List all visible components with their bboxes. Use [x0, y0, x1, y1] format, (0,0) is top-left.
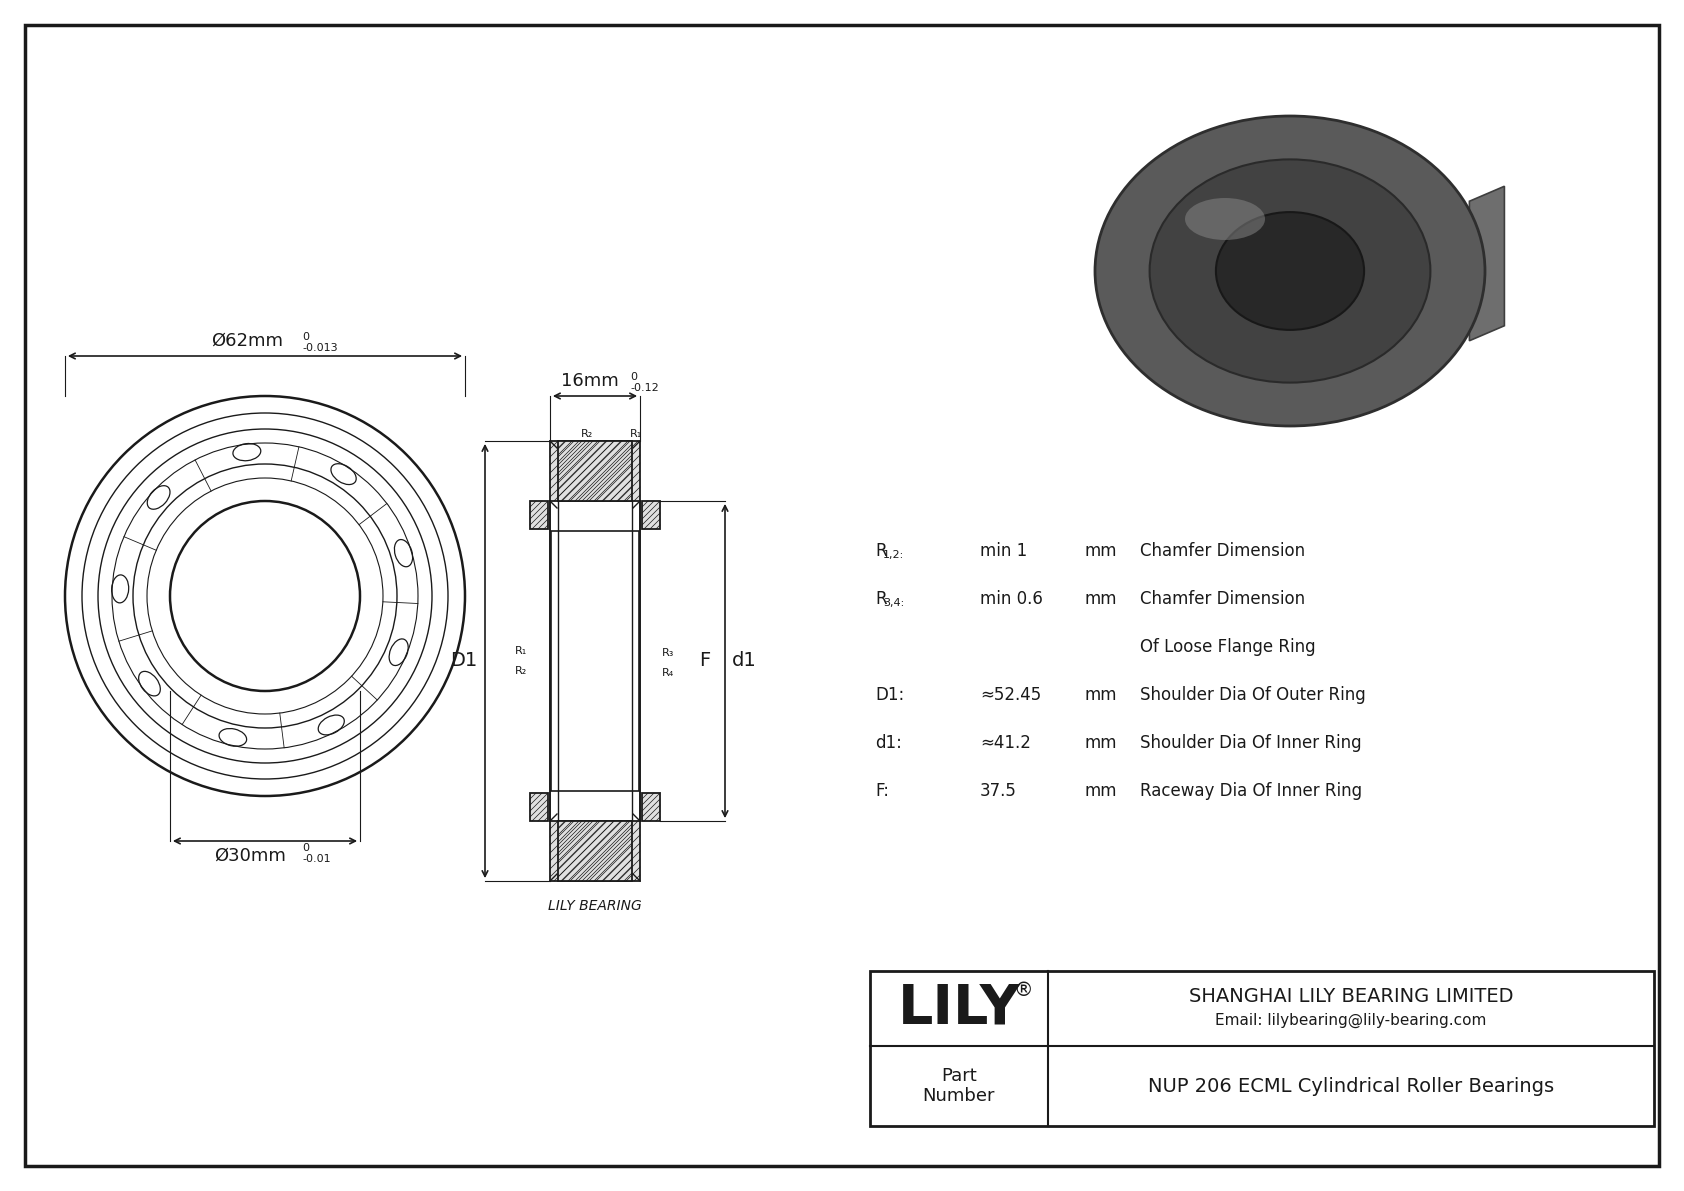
- Text: Part
Number: Part Number: [923, 1067, 995, 1105]
- Text: R₄: R₄: [662, 668, 674, 678]
- Bar: [530, 793, 547, 821]
- Text: 16mm: 16mm: [561, 372, 620, 389]
- Text: 1,2:: 1,2:: [882, 550, 904, 560]
- Text: 0: 0: [301, 843, 308, 853]
- Text: Raceway Dia Of Inner Ring: Raceway Dia Of Inner Ring: [1140, 782, 1362, 800]
- Ellipse shape: [1150, 160, 1430, 382]
- Text: R₂: R₂: [581, 429, 593, 439]
- Text: LILY: LILY: [898, 981, 1021, 1035]
- Text: Chamfer Dimension: Chamfer Dimension: [1140, 590, 1305, 607]
- Bar: [557, 441, 632, 501]
- Text: F:: F:: [876, 782, 889, 800]
- Text: LILY BEARING: LILY BEARING: [547, 899, 642, 913]
- Text: 0: 0: [301, 332, 308, 342]
- Bar: [642, 793, 660, 821]
- Text: -0.12: -0.12: [630, 384, 658, 393]
- Text: R₃: R₃: [662, 648, 674, 657]
- Text: R: R: [876, 542, 886, 560]
- Text: mm: mm: [1084, 686, 1118, 704]
- Text: 0: 0: [630, 372, 637, 382]
- Text: D1: D1: [450, 651, 477, 671]
- Ellipse shape: [1216, 212, 1364, 330]
- Bar: [551, 821, 640, 881]
- Text: R₁: R₁: [630, 429, 642, 439]
- Text: R₂: R₂: [515, 666, 527, 676]
- Text: min 1: min 1: [980, 542, 1027, 560]
- Text: ®: ®: [1014, 981, 1032, 1000]
- Text: -0.01: -0.01: [301, 854, 330, 863]
- Bar: [551, 531, 638, 791]
- Text: Of Loose Flange Ring: Of Loose Flange Ring: [1140, 638, 1315, 656]
- Text: mm: mm: [1084, 590, 1118, 607]
- Text: Shoulder Dia Of Inner Ring: Shoulder Dia Of Inner Ring: [1140, 734, 1362, 752]
- Text: R₁: R₁: [515, 646, 527, 656]
- Text: F: F: [699, 651, 711, 671]
- Text: Chamfer Dimension: Chamfer Dimension: [1140, 542, 1305, 560]
- Text: d1:: d1:: [876, 734, 903, 752]
- Text: d1: d1: [733, 651, 756, 671]
- Bar: [530, 501, 547, 529]
- Text: SHANGHAI LILY BEARING LIMITED: SHANGHAI LILY BEARING LIMITED: [1189, 987, 1514, 1006]
- Bar: [871, 971, 1654, 1125]
- Text: ≈52.45: ≈52.45: [980, 686, 1041, 704]
- Bar: [642, 501, 660, 529]
- Text: min 0.6: min 0.6: [980, 590, 1042, 607]
- Text: NUP 206 ECML Cylindrical Roller Bearings: NUP 206 ECML Cylindrical Roller Bearings: [1148, 1077, 1554, 1096]
- Text: mm: mm: [1084, 782, 1118, 800]
- Text: Ø30mm: Ø30mm: [214, 847, 286, 865]
- Text: mm: mm: [1084, 542, 1118, 560]
- Text: 37.5: 37.5: [980, 782, 1017, 800]
- Text: Shoulder Dia Of Outer Ring: Shoulder Dia Of Outer Ring: [1140, 686, 1366, 704]
- Text: mm: mm: [1084, 734, 1118, 752]
- Text: 3,4:: 3,4:: [882, 598, 904, 607]
- Polygon shape: [1470, 186, 1504, 341]
- Text: Email: lilybearing@lily-bearing.com: Email: lilybearing@lily-bearing.com: [1216, 1012, 1487, 1028]
- Bar: [557, 821, 632, 881]
- Ellipse shape: [1095, 116, 1485, 426]
- Text: D1:: D1:: [876, 686, 904, 704]
- Text: R: R: [876, 590, 886, 607]
- Text: -0.013: -0.013: [301, 343, 337, 353]
- Bar: [551, 441, 640, 501]
- Text: Ø62mm: Ø62mm: [210, 332, 283, 350]
- Text: ≈41.2: ≈41.2: [980, 734, 1031, 752]
- Ellipse shape: [1186, 198, 1265, 241]
